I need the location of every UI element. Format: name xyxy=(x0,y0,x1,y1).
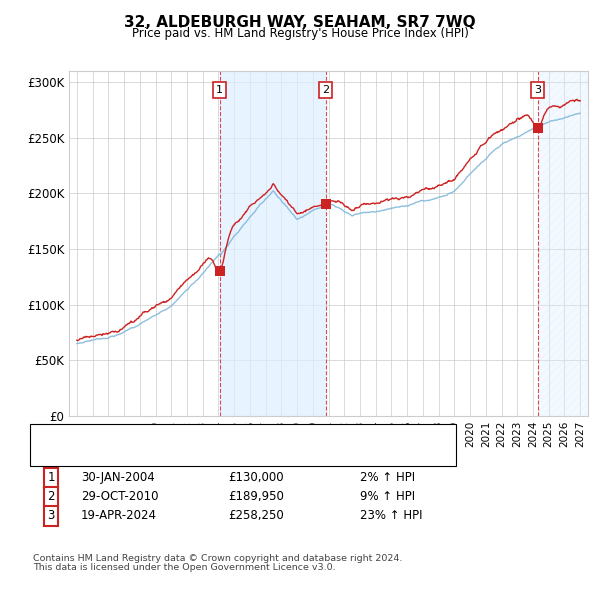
Text: £130,000: £130,000 xyxy=(228,471,284,484)
Text: 3: 3 xyxy=(47,509,55,522)
Text: 1: 1 xyxy=(47,471,55,484)
Text: 32, ALDEBURGH WAY, SEAHAM, SR7 7WQ: 32, ALDEBURGH WAY, SEAHAM, SR7 7WQ xyxy=(124,15,476,30)
Text: 30-JAN-2004: 30-JAN-2004 xyxy=(81,471,155,484)
Text: £189,950: £189,950 xyxy=(228,490,284,503)
Text: ——: —— xyxy=(45,448,73,463)
Text: Contains HM Land Registry data © Crown copyright and database right 2024.: Contains HM Land Registry data © Crown c… xyxy=(33,555,403,563)
Text: 9% ↑ HPI: 9% ↑ HPI xyxy=(360,490,415,503)
Text: Price paid vs. HM Land Registry's House Price Index (HPI): Price paid vs. HM Land Registry's House … xyxy=(131,27,469,40)
Text: 19-APR-2024: 19-APR-2024 xyxy=(81,509,157,522)
Text: 23% ↑ HPI: 23% ↑ HPI xyxy=(360,509,422,522)
Text: 2: 2 xyxy=(322,85,329,95)
Text: 2% ↑ HPI: 2% ↑ HPI xyxy=(360,471,415,484)
Text: 3: 3 xyxy=(534,85,541,95)
Text: 32, ALDEBURGH WAY, SEAHAM, SR7 7WQ (detached house): 32, ALDEBURGH WAY, SEAHAM, SR7 7WQ (deta… xyxy=(81,441,409,451)
Text: ——: —— xyxy=(45,439,73,453)
Text: 1: 1 xyxy=(216,85,223,95)
Text: £258,250: £258,250 xyxy=(228,509,284,522)
Text: This data is licensed under the Open Government Licence v3.0.: This data is licensed under the Open Gov… xyxy=(33,563,335,572)
Text: 29-OCT-2010: 29-OCT-2010 xyxy=(81,490,158,503)
Bar xyxy=(220,71,326,416)
Bar xyxy=(538,71,588,416)
Text: HPI: Average price, detached house, County Durham: HPI: Average price, detached house, Coun… xyxy=(81,451,370,460)
Text: 2: 2 xyxy=(47,490,55,503)
